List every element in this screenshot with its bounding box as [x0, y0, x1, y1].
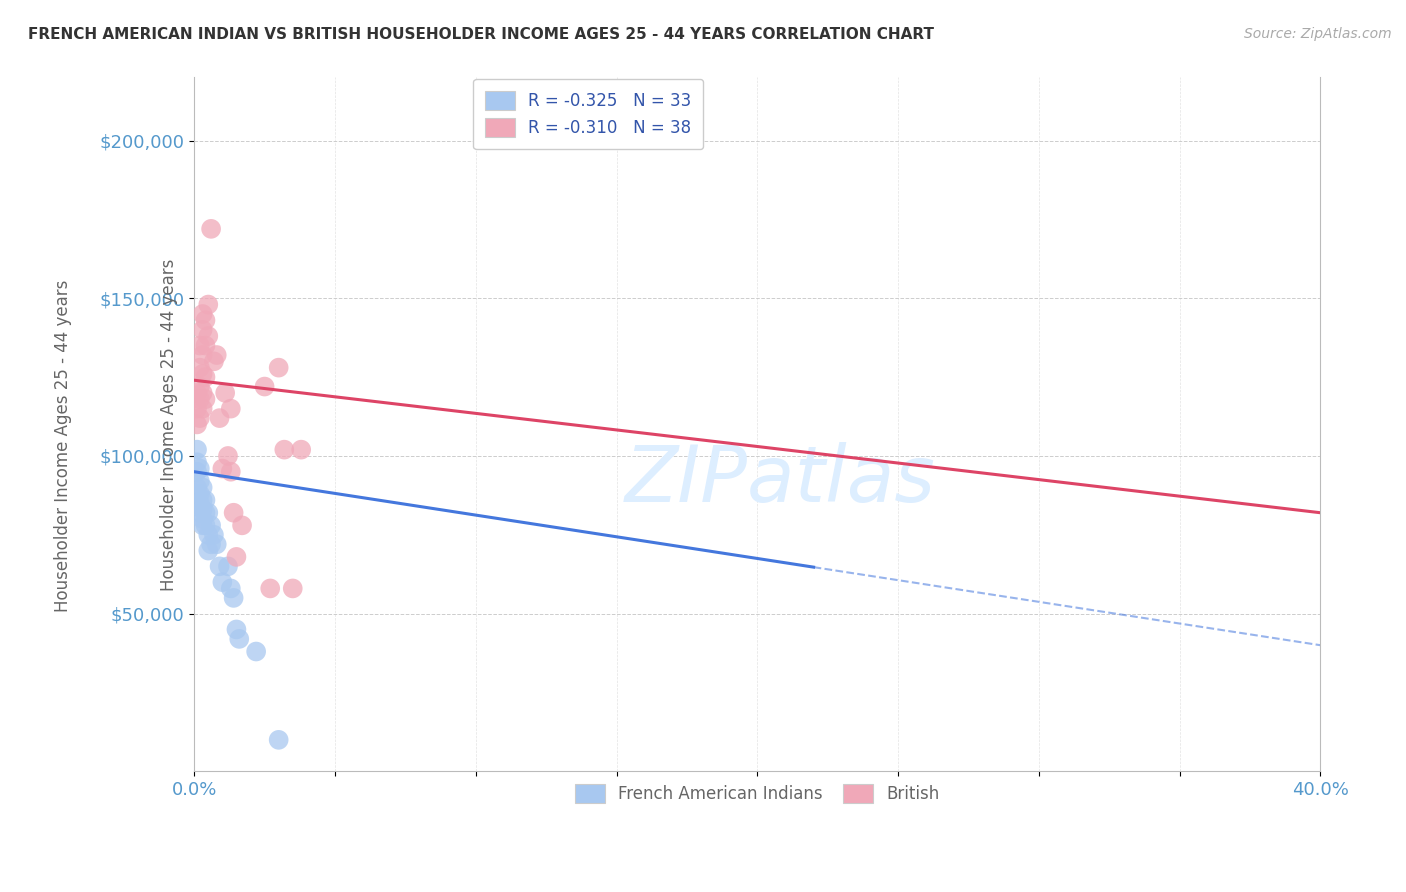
- Point: [194, 518, 217, 533]
- Point: [228, 632, 250, 646]
- Point: [197, 297, 219, 311]
- Point: [197, 506, 219, 520]
- Point: [200, 518, 222, 533]
- Point: [191, 307, 214, 321]
- Point: [194, 493, 217, 508]
- Point: [200, 222, 222, 236]
- Point: [225, 549, 247, 564]
- Point: [191, 493, 214, 508]
- Point: [188, 360, 211, 375]
- Text: FRENCH AMERICAN INDIAN VS BRITISH HOUSEHOLDER INCOME AGES 25 - 44 YEARS CORRELAT: FRENCH AMERICAN INDIAN VS BRITISH HOUSEH…: [28, 27, 934, 42]
- Point: [188, 487, 211, 501]
- Point: [253, 379, 276, 393]
- Text: Householder Income Ages 25 - 44 years: Householder Income Ages 25 - 44 years: [55, 280, 72, 612]
- Point: [267, 732, 290, 747]
- Point: [188, 496, 211, 510]
- Point: [259, 582, 281, 596]
- Legend: French American Indians, British: French American Indians, British: [564, 772, 952, 815]
- Point: [188, 392, 211, 407]
- Point: [219, 465, 242, 479]
- Point: [219, 401, 242, 416]
- Point: [194, 370, 217, 384]
- Point: [191, 512, 214, 526]
- Point: [188, 379, 211, 393]
- Text: Source: ZipAtlas.com: Source: ZipAtlas.com: [1244, 27, 1392, 41]
- Y-axis label: Householder Income Ages 25 - 44 years: Householder Income Ages 25 - 44 years: [159, 258, 177, 591]
- Point: [211, 575, 233, 590]
- Point: [194, 392, 217, 407]
- Point: [191, 348, 214, 362]
- Point: [211, 461, 233, 475]
- Point: [202, 354, 225, 368]
- Point: [191, 323, 214, 337]
- Point: [188, 474, 211, 488]
- Point: [281, 582, 304, 596]
- Point: [231, 518, 253, 533]
- Point: [267, 360, 290, 375]
- Point: [188, 338, 211, 352]
- Point: [214, 385, 236, 400]
- Point: [290, 442, 312, 457]
- Point: [208, 559, 231, 574]
- Point: [194, 338, 217, 352]
- Point: [200, 537, 222, 551]
- Point: [217, 449, 239, 463]
- Point: [186, 385, 208, 400]
- Point: [188, 461, 211, 475]
- Point: [219, 582, 242, 596]
- Point: [186, 465, 208, 479]
- Point: [191, 481, 214, 495]
- Point: [186, 442, 208, 457]
- Point: [217, 559, 239, 574]
- Point: [222, 506, 245, 520]
- Point: [202, 528, 225, 542]
- Point: [188, 506, 211, 520]
- Point: [191, 502, 214, 516]
- Point: [194, 506, 217, 520]
- Point: [205, 348, 228, 362]
- Point: [191, 367, 214, 381]
- Point: [186, 455, 208, 469]
- Point: [197, 329, 219, 343]
- Point: [197, 543, 219, 558]
- Text: ZIPatlas: ZIPatlas: [624, 442, 935, 518]
- Point: [245, 644, 267, 658]
- Point: [191, 401, 214, 416]
- Point: [186, 481, 208, 495]
- Point: [188, 411, 211, 425]
- Point: [222, 591, 245, 605]
- Point: [194, 313, 217, 327]
- Point: [191, 518, 214, 533]
- Point: [191, 385, 214, 400]
- Point: [186, 417, 208, 432]
- Point: [225, 623, 247, 637]
- Point: [197, 528, 219, 542]
- Point: [186, 401, 208, 416]
- Point: [205, 537, 228, 551]
- Point: [273, 442, 295, 457]
- Point: [208, 411, 231, 425]
